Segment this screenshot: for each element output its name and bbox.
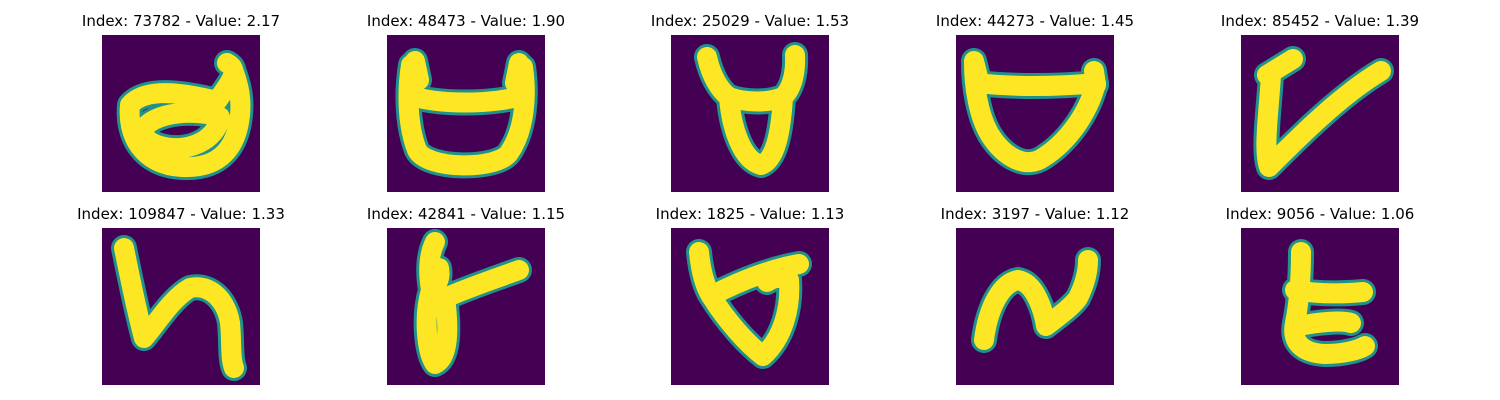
glyph-narrow-bowl-with-horns xyxy=(671,35,829,192)
glyph-v-stroke xyxy=(1241,35,1399,192)
panel: Index: 1825 - Value: 1.13 xyxy=(625,205,875,385)
panel-title: Index: 85452 - Value: 1.39 xyxy=(1220,12,1420,30)
panel-title: Index: 42841 - Value: 1.15 xyxy=(366,205,566,223)
glyph-n-zigzag xyxy=(956,228,1114,385)
panel-title: Index: 9056 - Value: 1.06 xyxy=(1225,205,1415,223)
digit-image xyxy=(671,228,829,385)
digit-image xyxy=(956,35,1114,192)
panel: Index: 25029 - Value: 1.53 xyxy=(625,12,875,192)
digit-image xyxy=(1241,35,1399,192)
digit-image xyxy=(671,35,829,192)
glyph-loop-with-tail xyxy=(387,228,545,385)
digit-image xyxy=(956,228,1114,385)
panel: Index: 48473 - Value: 1.90 xyxy=(341,12,591,192)
panel: Index: 109847 - Value: 1.33 xyxy=(56,205,306,385)
panel-title: Index: 3197 - Value: 1.12 xyxy=(940,205,1130,223)
glyph-t-like-curve xyxy=(1241,228,1399,385)
panel-title: Index: 44273 - Value: 1.45 xyxy=(935,12,1135,30)
digit-image xyxy=(387,228,545,385)
panel-title: Index: 1825 - Value: 1.13 xyxy=(655,205,845,223)
panel: Index: 9056 - Value: 1.06 xyxy=(1195,205,1445,385)
panel: Index: 3197 - Value: 1.12 xyxy=(910,205,1160,385)
glyph-a-shape-with-horn xyxy=(102,35,260,192)
panel-title: Index: 109847 - Value: 1.33 xyxy=(77,205,285,223)
panel: Index: 42841 - Value: 1.15 xyxy=(341,205,591,385)
panel-title: Index: 25029 - Value: 1.53 xyxy=(650,12,850,30)
glyph-h-like-stroke xyxy=(102,228,260,385)
panel: Index: 85452 - Value: 1.39 xyxy=(1195,12,1445,192)
panel: Index: 73782 - Value: 2.17 xyxy=(56,12,306,192)
glyph-open-bowl-with-horns xyxy=(387,35,545,192)
digit-image xyxy=(1241,228,1399,385)
digit-image xyxy=(387,35,545,192)
digit-image xyxy=(102,228,260,385)
glyph-triangle-loop xyxy=(671,228,829,385)
panel-title: Index: 48473 - Value: 1.90 xyxy=(366,12,566,30)
digit-image xyxy=(102,35,260,192)
glyph-wide-bowl xyxy=(956,35,1114,192)
panel-title: Index: 73782 - Value: 2.17 xyxy=(81,12,281,30)
panel: Index: 44273 - Value: 1.45 xyxy=(910,12,1160,192)
